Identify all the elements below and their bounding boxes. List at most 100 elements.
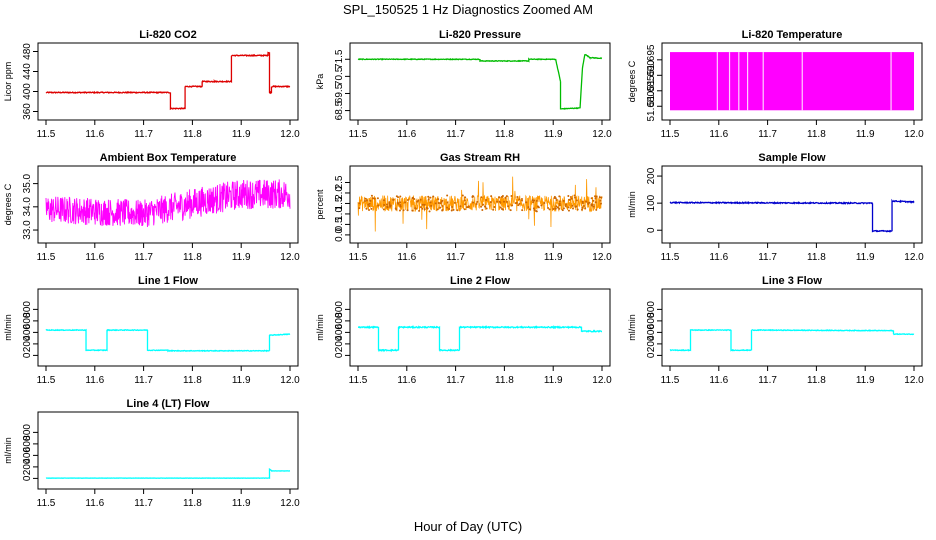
panel-title: Li-820 Pressure <box>439 29 521 41</box>
data-point <box>419 198 422 201</box>
y-tick-label: 51.690 <box>646 60 657 91</box>
x-tick-label: 11.9 <box>544 375 563 386</box>
panel-title: Ambient Box Temperature <box>100 152 237 164</box>
data-layer <box>357 176 603 232</box>
data-point <box>397 196 400 199</box>
data-point <box>484 205 487 208</box>
data-point <box>503 200 506 203</box>
x-tick-label: 12.0 <box>280 129 300 140</box>
data-point <box>369 199 372 202</box>
y-tick-label: 0 <box>334 352 345 358</box>
data-point <box>576 208 579 211</box>
y-tick-label: 0 <box>646 227 657 233</box>
data-point <box>399 204 402 207</box>
data-point <box>461 194 464 197</box>
figure-x-axis-label: Hour of Day (UTC) <box>414 519 522 534</box>
x-tick-label: 11.9 <box>232 498 251 509</box>
data-layer <box>357 53 603 110</box>
data-point <box>520 197 523 200</box>
y-axis-label: ml/min <box>627 314 637 341</box>
data-point <box>402 209 405 212</box>
data-point <box>564 203 567 206</box>
x-tick-label: 12.0 <box>280 375 300 386</box>
chart-panel-6: Sample Flow ml/min 11.5 11.6 11.7 11.8 11.9 12.… <box>627 152 924 263</box>
data-point <box>556 206 559 209</box>
panel-title: Gas Stream RH <box>440 152 520 164</box>
chart-panel-2: Li-820 Pressure kPa 11.5 11.6 11.7 11.8 11.9 12… <box>315 29 612 140</box>
y-axis-label: ml/min <box>3 314 13 341</box>
data-point <box>358 202 361 205</box>
series-line <box>357 53 603 110</box>
y-axis-label: Licor ppm <box>3 62 13 102</box>
y-tick-label: 68.5 <box>334 100 345 120</box>
x-tick-label: 11.7 <box>134 129 153 140</box>
x-tick-label: 11.5 <box>661 129 680 140</box>
chart-panel-1: Li-820 CO2 Licor ppm 11.5 11.6 11.7 11.8 11.9 1… <box>3 29 300 140</box>
data-point <box>364 200 367 203</box>
data-point <box>543 202 546 205</box>
data-point <box>472 201 475 204</box>
data-point <box>463 199 466 202</box>
data-point <box>535 199 538 202</box>
plot-frame <box>349 42 611 121</box>
data-point <box>585 200 588 203</box>
series-line <box>357 325 603 353</box>
x-tick-label: 11.7 <box>446 375 465 386</box>
x-tick-label: 11.8 <box>807 129 826 140</box>
data-point <box>564 205 567 208</box>
y-tick-label: 2.0 <box>334 186 345 200</box>
x-tick-label: 11.8 <box>807 252 826 263</box>
data-point <box>567 209 570 212</box>
y-tick-label: 600 <box>334 312 345 329</box>
data-point <box>406 199 409 202</box>
data-point <box>525 201 528 204</box>
data-point <box>404 201 407 204</box>
data-point <box>411 209 414 212</box>
y-tick-label: 0 <box>646 352 657 358</box>
data-point <box>535 210 538 213</box>
y-tick-label: 800 <box>334 301 345 318</box>
data-point <box>514 202 517 205</box>
panel-title: Li-820 CO2 <box>139 29 196 41</box>
x-tick-label: 11.8 <box>183 129 202 140</box>
data-point <box>451 206 454 208</box>
data-point <box>437 202 440 205</box>
data-point <box>548 208 551 211</box>
y-tick-label: 400 <box>22 324 33 341</box>
x-tick-label: 11.8 <box>495 129 514 140</box>
data-point <box>511 204 514 207</box>
y-tick-label: 71.5 <box>334 49 345 69</box>
data-point <box>517 204 520 207</box>
data-point <box>421 207 424 210</box>
data-point <box>540 204 543 207</box>
data-point <box>567 194 570 197</box>
data-point <box>448 208 451 211</box>
data-point <box>527 206 530 209</box>
x-tick-label: 11.9 <box>232 375 251 386</box>
y-tick-label: 51.685 <box>646 75 657 106</box>
data-point <box>464 196 467 199</box>
data-point <box>581 206 584 209</box>
y-tick-label: 1.0 <box>334 207 345 221</box>
data-point <box>595 208 598 211</box>
y-tick-label: 2.5 <box>334 175 345 189</box>
data-point <box>554 197 557 200</box>
data-point <box>464 203 467 206</box>
data-layer <box>45 468 291 479</box>
data-point <box>370 194 373 197</box>
x-tick-label: 11.7 <box>446 129 465 140</box>
panel-title: Line 3 Flow <box>762 275 822 287</box>
data-point <box>421 203 424 206</box>
data-point <box>584 207 587 210</box>
data-point <box>423 203 426 206</box>
chart-panel-7: Line 1 Flow ml/min 11.5 11.6 11.7 11.8 11.9 12.… <box>3 275 300 386</box>
x-tick-label: 11.9 <box>856 129 875 140</box>
data-point <box>439 202 442 205</box>
x-tick-label: 12.0 <box>280 498 300 509</box>
x-tick-label: 11.5 <box>37 129 56 140</box>
y-tick-label: 35.0 <box>22 173 33 193</box>
series-line <box>45 179 291 227</box>
data-point <box>406 209 409 212</box>
data-point <box>376 197 379 200</box>
x-tick-label: 12.0 <box>904 129 924 140</box>
